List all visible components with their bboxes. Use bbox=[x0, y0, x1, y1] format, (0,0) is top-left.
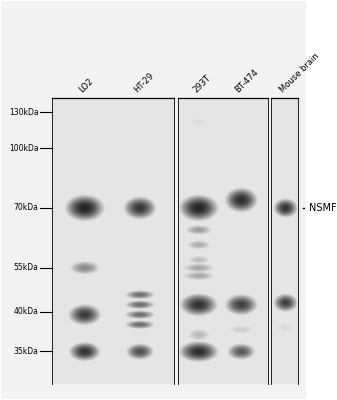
Text: 55kDa: 55kDa bbox=[14, 263, 39, 272]
Text: BT-474: BT-474 bbox=[234, 68, 261, 94]
Text: 70kDa: 70kDa bbox=[14, 204, 39, 212]
Text: HT-29: HT-29 bbox=[132, 71, 156, 94]
Text: 40kDa: 40kDa bbox=[14, 307, 39, 316]
Text: 293T: 293T bbox=[191, 73, 212, 94]
Text: Mouse brain: Mouse brain bbox=[278, 52, 320, 94]
Text: LO2: LO2 bbox=[78, 76, 95, 94]
Text: NSMF: NSMF bbox=[309, 203, 337, 213]
Text: 100kDa: 100kDa bbox=[9, 144, 39, 153]
Text: 35kDa: 35kDa bbox=[14, 347, 39, 356]
Text: 130kDa: 130kDa bbox=[9, 108, 39, 117]
